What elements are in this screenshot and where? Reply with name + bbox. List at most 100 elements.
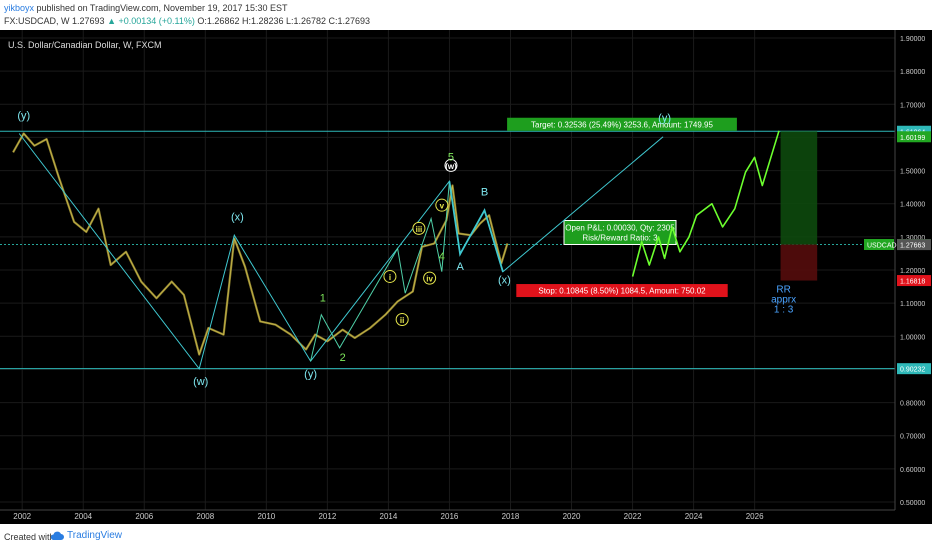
ohlc-values: O:1.26862 H:1.28236 L:1.26782 C:1.27693 [197, 16, 371, 26]
published-text: published on TradingView.com, November 1… [36, 3, 288, 13]
ratio-label: Risk/Reward Ratio: 3 [582, 234, 658, 243]
y-tick-label: 0.60000 [900, 467, 925, 474]
y-tick-label: 1.00000 [900, 334, 925, 341]
position-tool: Target: 0.32536 (25.49%) 3253.6, Amount:… [507, 117, 818, 298]
rr-annotation: RR [776, 284, 790, 295]
y-tick-label: 0.70000 [900, 434, 925, 441]
price-series [12, 132, 509, 356]
wave-label: 1 [320, 292, 326, 304]
chart-title: U.S. Dollar/Canadian Dollar, W, FXCM [8, 40, 162, 50]
wave-label: 2 [340, 352, 346, 364]
wave-label: A [456, 261, 464, 273]
open-pl-label: Open P&L: 0.00030, Qty: 2305 [565, 224, 675, 233]
time-axis-bg [0, 510, 932, 524]
x-tick-label: 2020 [563, 512, 581, 521]
x-tick-label: 2026 [746, 512, 764, 521]
price-tag: 1.27663 [900, 243, 925, 250]
price-tag-bg [897, 275, 931, 287]
x-tick-label: 2004 [74, 512, 92, 521]
x-tick-label: 2016 [441, 512, 459, 521]
x-tick-label: 2012 [318, 512, 336, 521]
loss-zone [780, 244, 818, 281]
stop-label: Stop: 0.10845 (8.50%) 1084.5, Amount: 75… [538, 287, 706, 296]
wave-label-circle [435, 198, 449, 212]
wave-label-circle [395, 313, 409, 327]
wave-label: (w) [445, 162, 457, 171]
profit-zone [780, 131, 818, 245]
wave-label: i [389, 273, 391, 282]
chart-header: yikboyx published on TradingView.com, No… [0, 0, 932, 30]
publication-info: yikboyx published on TradingView.com, No… [4, 3, 288, 13]
wave-label-circle [444, 158, 458, 172]
wave-label-circle [423, 271, 437, 285]
y-tick-label: 1.40000 [900, 202, 925, 209]
wave-label: 4 [439, 251, 445, 263]
x-tick-label: 2010 [257, 512, 275, 521]
y-tick-label: 1.30000 [900, 235, 925, 242]
target-label: Target: 0.32536 (25.49%) 3253.6, Amount:… [531, 120, 713, 129]
y-tick-label: 1.90000 [900, 36, 925, 43]
elliott-wave-line [310, 181, 450, 362]
wave-label: (y) [17, 110, 30, 122]
usdcad-price-highlight [12, 133, 508, 355]
x-tick-label: 2024 [685, 512, 703, 521]
x-tick-label: 2018 [502, 512, 520, 521]
x-tick-label: 2006 [135, 512, 153, 521]
created-with-text: Created with [4, 532, 55, 542]
wave-label: (x) [231, 211, 244, 223]
price-change: ▲ +0.00134 (+0.11%) [107, 16, 195, 26]
wave-label: 5 [448, 152, 454, 164]
price-tag: 0.90232 [900, 367, 925, 374]
brand-text: TradingView [67, 530, 123, 541]
price-chart[interactable]: Target: 0.32536 (25.49%) 3253.6, Amount:… [0, 30, 932, 524]
elliott-wave-line [448, 181, 504, 272]
x-tick-label: 2014 [380, 512, 398, 521]
price-tag-bg [864, 239, 894, 251]
tradingview-logo[interactable]: TradingView [50, 530, 122, 541]
y-tick-label: 1.80000 [900, 69, 925, 76]
x-tick-label: 2002 [13, 512, 31, 521]
wave-label: (w) [193, 376, 208, 388]
chart-area[interactable]: Target: 0.32536 (25.49%) 3253.6, Amount:… [0, 30, 932, 524]
wave-label: B [481, 186, 488, 198]
symbol-info: FX:USDCAD, W 1.27693 ▲ +0.00134 (+0.11%)… [4, 16, 370, 26]
y-tick-label: 1.10000 [900, 301, 925, 308]
wave-label: (y) [304, 369, 317, 381]
horizontal-lines [0, 130, 895, 370]
price-tag: USDCAD [867, 243, 897, 250]
author-link[interactable]: yikboyx [4, 3, 35, 13]
cloud-icon [50, 531, 64, 540]
wave-labels: (y)(x)(w)(y)(w)(y)(x)1245ABiiiiiiivvRRap… [17, 110, 796, 388]
stop-label-bg [516, 284, 728, 298]
rr-annotation: 1 : 3 [774, 304, 794, 315]
price-tag: 1.16818 [900, 279, 925, 286]
price-tag-bg [897, 131, 931, 143]
wave-label: (x) [498, 274, 511, 286]
elliott-wave-line [18, 133, 664, 370]
price-tag-bg [897, 363, 931, 375]
last-price: 1.27693 [72, 16, 105, 26]
y-tick-label: 0.80000 [900, 401, 925, 408]
price-tag-bg [897, 239, 931, 251]
x-tick-label: 2022 [624, 512, 642, 521]
wave-label-circle [383, 269, 397, 283]
rr-annotation: apprx [771, 294, 796, 305]
wave-label: (y) [658, 113, 671, 125]
chart-footer: Created with TradingView [0, 524, 932, 550]
price-tags: 1.618641.60199USDCAD1.276931.276631.1681… [864, 125, 931, 375]
wave-lines [18, 130, 780, 370]
wave-label: iv [426, 275, 433, 284]
wave-label-circle [412, 221, 426, 235]
wave-label: iii [416, 225, 423, 234]
y-tick-label: 1.20000 [900, 268, 925, 275]
projected-path [631, 130, 780, 277]
price-tag-bg [897, 125, 931, 137]
wave-label: v [440, 202, 445, 211]
symbol-label: FX:USDCAD, W [4, 16, 70, 26]
wave-label: ii [400, 316, 404, 325]
x-tick-label: 2008 [196, 512, 214, 521]
y-tick-label: 1.50000 [900, 169, 925, 176]
y-tick-label: 0.50000 [900, 500, 925, 507]
y-tick-label: 1.70000 [900, 102, 925, 109]
